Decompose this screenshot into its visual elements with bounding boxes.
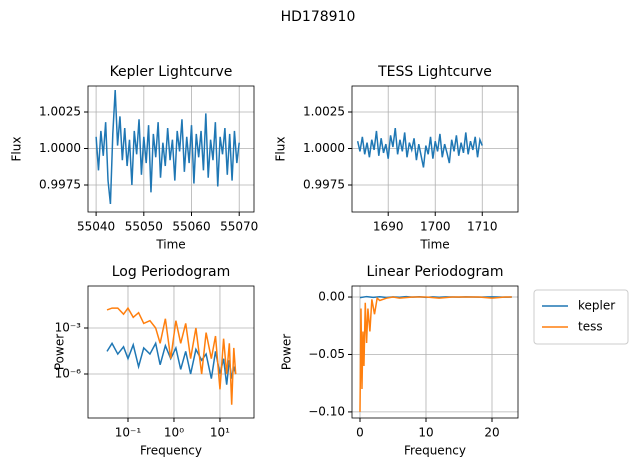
series-line: [359, 296, 512, 412]
y-axis-label: Flux: [274, 137, 288, 162]
x-tick-label: 0: [356, 426, 364, 440]
x-tick-label: 55060: [172, 220, 210, 234]
x-tick-label: 10: [418, 426, 433, 440]
subplot: 10⁻¹ 10⁰ 10¹ 10⁻⁶ 10⁻³ Log Periodogram Frequen…: [53, 264, 255, 458]
series-line: [95, 90, 240, 205]
axes-frame: [87, 85, 255, 213]
subplot: 0 10 20 −0.10 −0.05 0.00 Linear Periodogram Fre…: [280, 264, 629, 458]
subplot: 55040 55050 55060 55070 0.9975 1.0000 1.0025 Ke…: [10, 64, 259, 252]
legend-label: tess: [578, 320, 603, 334]
series-line: [106, 341, 237, 385]
axes-frame: [351, 85, 519, 213]
axes-frame: [351, 285, 519, 419]
y-tick-label: 0.00: [318, 290, 345, 304]
legend-label: kepler: [578, 299, 615, 313]
x-axis-label: Frequency: [404, 444, 466, 458]
axes-frame: [87, 285, 255, 419]
x-tick-label: 1710: [467, 220, 498, 234]
y-tick-label: 10⁻³: [55, 321, 82, 335]
y-axis-label: Flux: [10, 137, 24, 162]
y-tick-label: 1.0025: [39, 104, 81, 118]
y-tick-label: 1.0000: [39, 141, 81, 155]
subplot-title: Linear Periodogram: [366, 264, 503, 280]
legend-box: [533, 289, 629, 345]
x-tick-label: 55070: [220, 220, 258, 234]
x-tick-label: 1700: [420, 220, 451, 234]
figure-title: HD178910: [281, 9, 356, 25]
y-axis-label: Power: [53, 334, 67, 370]
series-line: [356, 127, 483, 168]
x-axis-label: Frequency: [140, 444, 202, 458]
x-tick-label: 20: [484, 426, 499, 440]
x-axis-label: Time: [419, 238, 449, 252]
subplot-title: Kepler Lightcurve: [110, 64, 233, 80]
y-axis-label: Power: [280, 334, 294, 370]
x-tick-label: 55040: [77, 220, 115, 234]
x-tick-label: 55050: [125, 220, 163, 234]
subplot: 1690 1700 1710 0.9975 1.0000 1.0025 TESS Light…: [274, 64, 519, 252]
y-tick-label: 1.0000: [303, 141, 345, 155]
y-tick-label: −0.10: [308, 404, 345, 418]
y-tick-label: −0.05: [308, 347, 345, 361]
x-tick-label: 10⁰: [164, 426, 184, 440]
subplot-title: TESS Lightcurve: [377, 64, 492, 80]
x-tick-label: 10⁻¹: [115, 426, 142, 440]
x-tick-label: 1690: [373, 220, 404, 234]
series-line: [106, 306, 237, 405]
y-tick-label: 0.9975: [303, 177, 345, 191]
x-tick-label: 10¹: [210, 426, 230, 440]
x-axis-label: Time: [155, 238, 185, 252]
y-tick-label: 1.0025: [303, 104, 345, 118]
y-tick-label: 0.9975: [39, 177, 81, 191]
y-tick-label: 10⁻⁶: [55, 367, 82, 381]
subplot-title: Log Periodogram: [112, 264, 231, 280]
